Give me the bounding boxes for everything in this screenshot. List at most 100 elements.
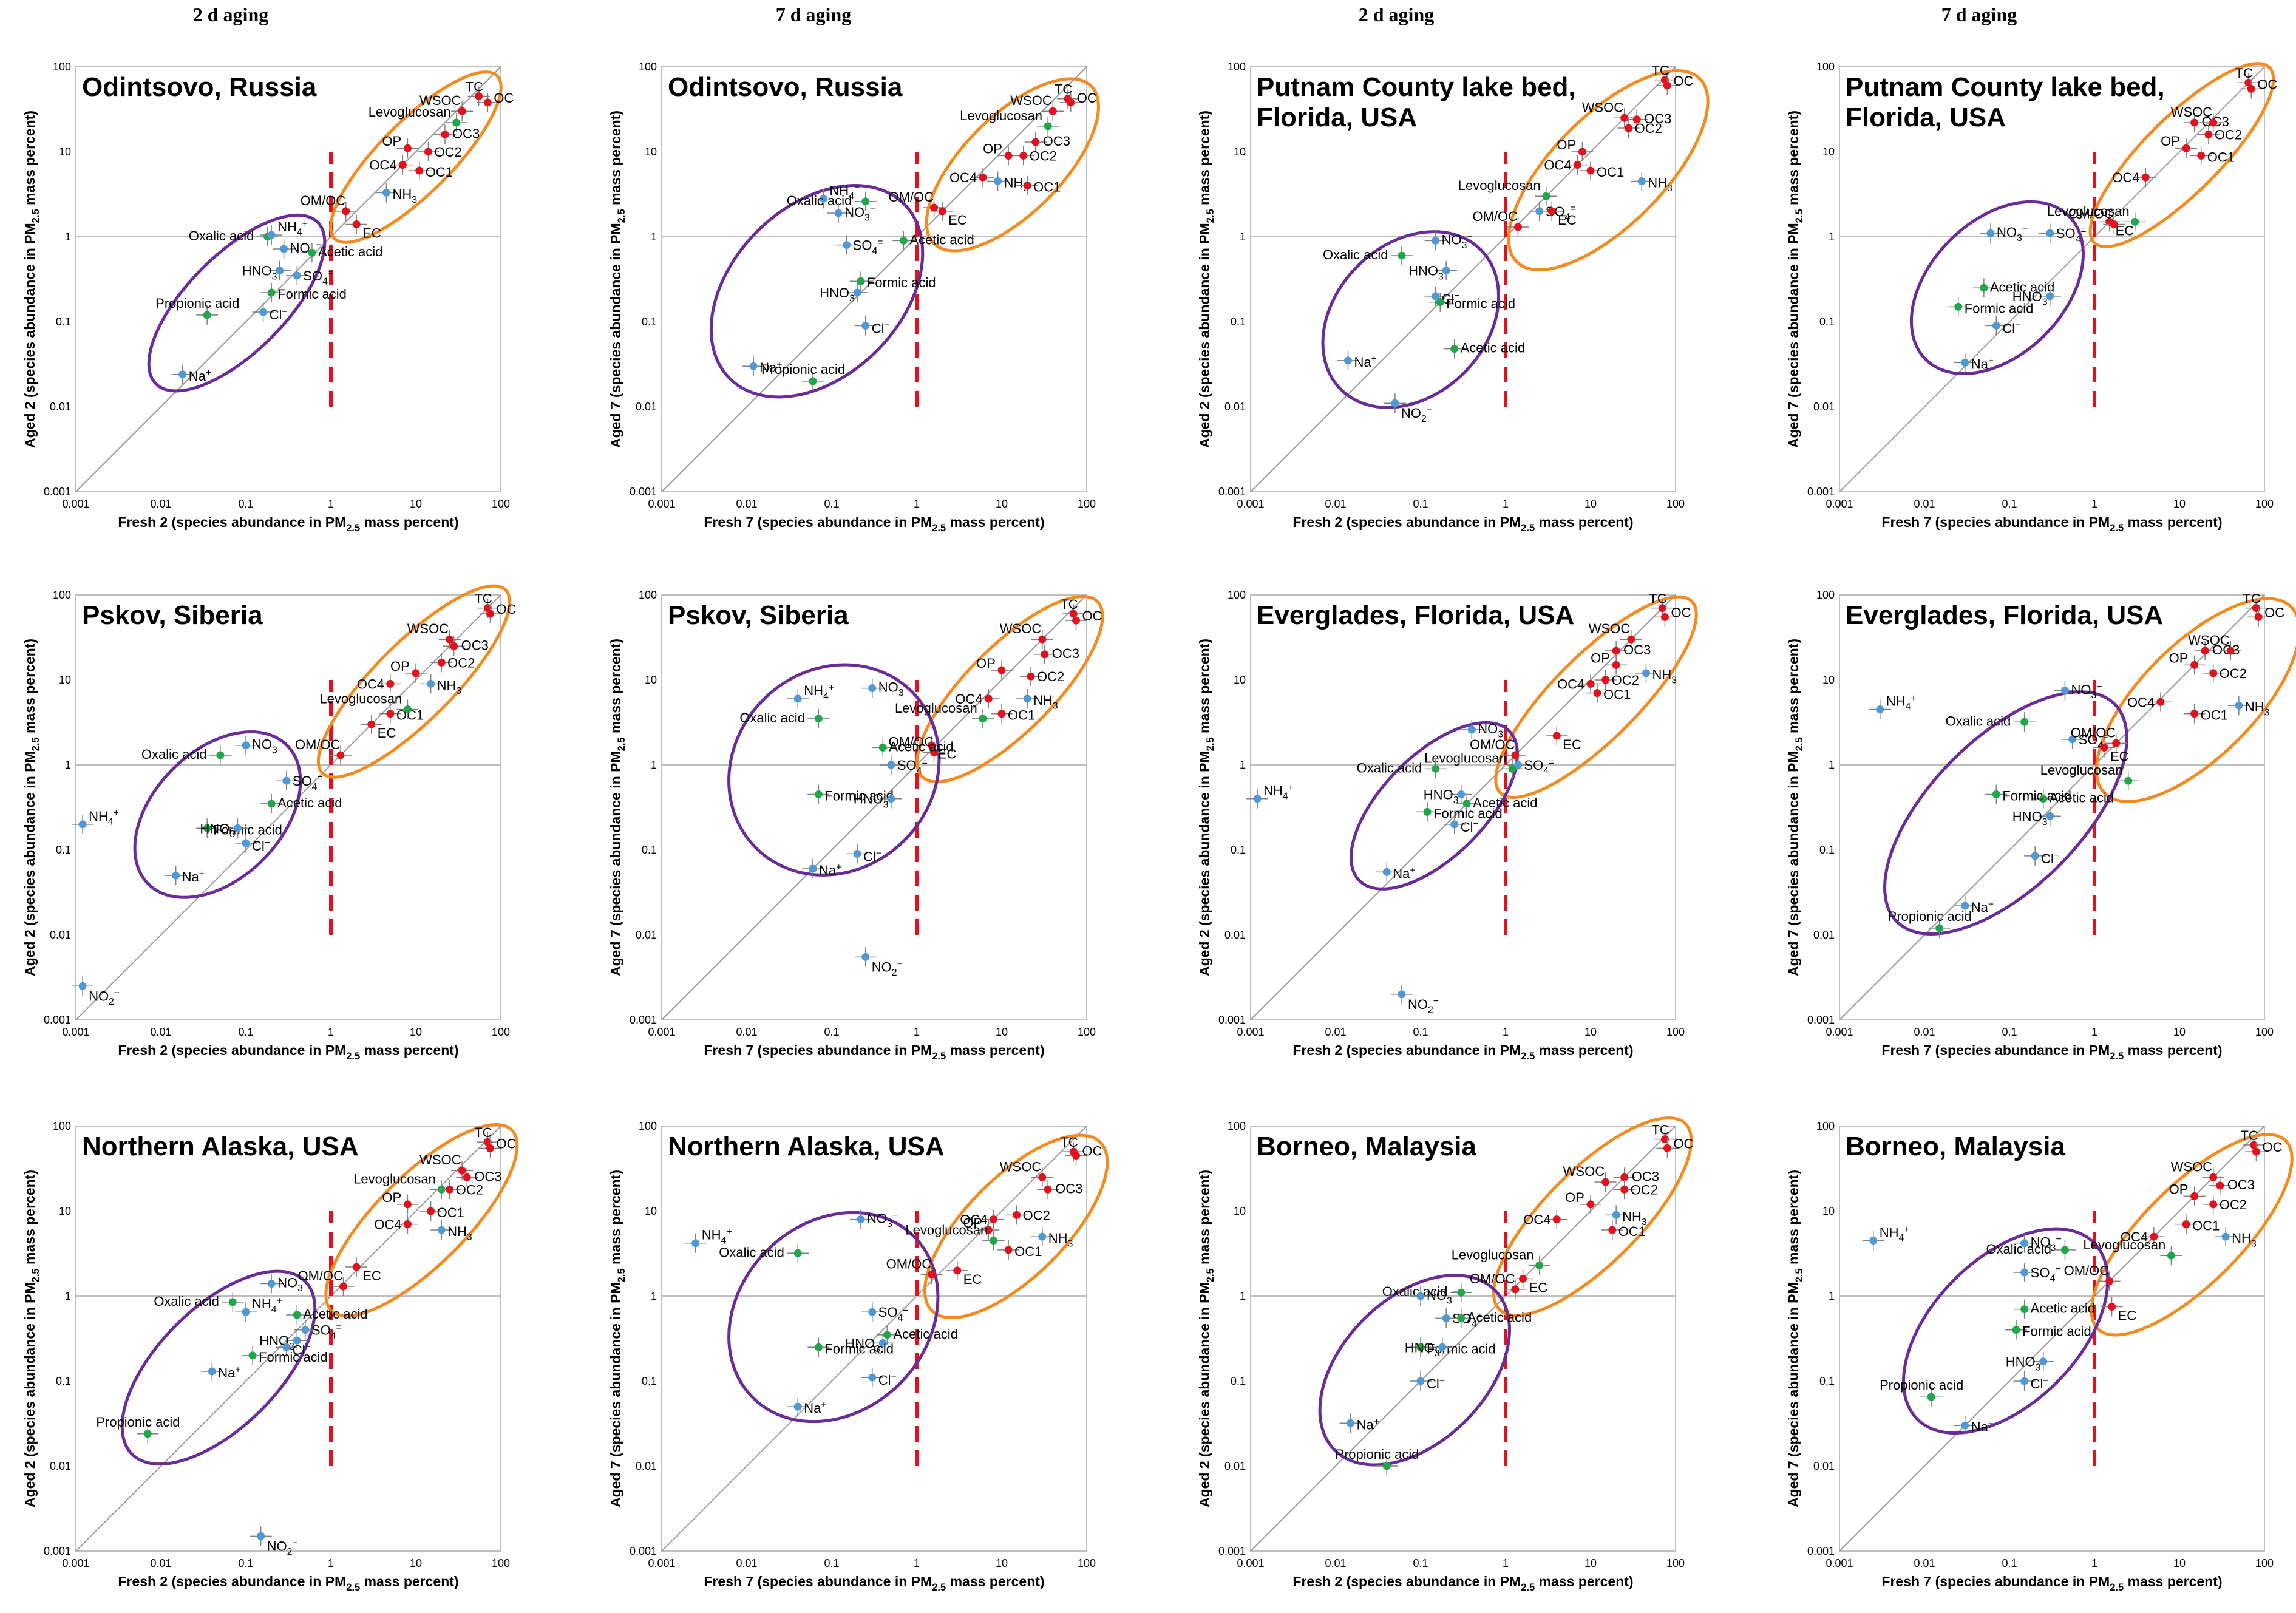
data-point: OC2 xyxy=(1594,670,1639,690)
chart-title: Putnam County lake bed, xyxy=(1846,72,2165,102)
x-tick-label: 100 xyxy=(2255,1557,2274,1569)
point-marker xyxy=(267,800,276,808)
data-point: Formic acid xyxy=(2005,1320,2091,1340)
point-marker xyxy=(1038,1173,1047,1181)
data-point: OM/OC xyxy=(1470,1271,1526,1299)
point-label: OP xyxy=(2161,134,2180,149)
data-point: NO2− xyxy=(72,976,120,1007)
point-marker xyxy=(1253,795,1262,803)
point-marker xyxy=(483,98,492,107)
data-point: Na+ xyxy=(1339,1413,1379,1433)
point-marker xyxy=(1432,764,1440,773)
data-point: OP xyxy=(1565,1190,1601,1214)
x-tick-label: 0.1 xyxy=(238,1026,253,1038)
data-point: Oxalic acid xyxy=(719,1243,809,1263)
point-label: OC xyxy=(2264,605,2284,620)
point-marker xyxy=(1023,694,1031,703)
inorganic-cluster-ellipse xyxy=(709,184,925,399)
data-point: OC2 xyxy=(2202,663,2247,683)
point-marker xyxy=(1658,604,1666,613)
data-point: OC3 xyxy=(2209,1175,2255,1195)
y-tick-label: 0.01 xyxy=(1224,1460,1246,1472)
data-point: NH3 xyxy=(419,674,462,696)
point-marker xyxy=(2235,701,2243,710)
point-marker xyxy=(1442,267,1450,275)
point-marker xyxy=(1382,868,1391,876)
data-point: OM/OC xyxy=(889,189,945,218)
point-label: WSOC xyxy=(2171,104,2213,120)
y-tick-label: 0.01 xyxy=(1224,929,1246,941)
plot-frame xyxy=(75,594,501,1020)
point-marker xyxy=(452,118,461,127)
point-marker xyxy=(1462,800,1471,808)
y-tick-label: 10 xyxy=(645,1205,657,1217)
data-point: NH3 xyxy=(1635,663,1677,686)
x-tick-label: 0.01 xyxy=(736,498,757,510)
data-point: NO2− xyxy=(1390,984,1439,1015)
point-marker xyxy=(691,1239,700,1248)
x-tick-label: 100 xyxy=(1078,1557,1096,1569)
data-point: NH4+ xyxy=(787,682,834,709)
data-point: OC3 xyxy=(1613,1167,1659,1187)
x-tick-label: 0.1 xyxy=(824,498,839,510)
point-label: Formic acid xyxy=(867,275,936,290)
y-tick-label: 0.1 xyxy=(1231,844,1246,856)
point-marker xyxy=(280,245,288,253)
data-point: Na+ xyxy=(801,859,841,879)
point-label: Levoglucosan xyxy=(2047,203,2130,219)
point-label: OC2 xyxy=(2215,127,2242,142)
point-label: Levoglucosan xyxy=(353,1171,436,1186)
x-tick-label: 100 xyxy=(1666,1557,1685,1569)
chart-title: Borneo, Malaysia xyxy=(1846,1132,2065,1161)
point-label: OP xyxy=(1591,650,1610,665)
point-label: OC3 xyxy=(1052,646,1079,661)
point-label: SO4= xyxy=(897,757,928,776)
point-label: Na+ xyxy=(1357,1417,1379,1433)
point-label: Cl− xyxy=(2041,851,2059,866)
point-marker xyxy=(1347,1419,1355,1427)
x-tick-label: 0.1 xyxy=(1413,1557,1428,1569)
point-marker xyxy=(2182,144,2190,152)
point-marker xyxy=(1601,1178,1610,1186)
x-tick-label: 100 xyxy=(492,1557,510,1569)
data-point: NO3− xyxy=(2013,1233,2062,1253)
point-label: NH3 xyxy=(437,677,462,696)
point-label: HNO3 xyxy=(1424,787,1459,806)
point-marker xyxy=(984,1226,993,1234)
data-point: Formic acid xyxy=(196,818,282,838)
data-point: NO2− xyxy=(854,947,903,978)
x-tick-label: 10 xyxy=(1584,1557,1597,1569)
y-tick-label: 0.01 xyxy=(50,1460,71,1472)
chart-title: Everglades, Florida, USA xyxy=(1257,600,1574,630)
data-point: OC2 xyxy=(417,142,462,161)
point-label: NO3− xyxy=(867,1211,898,1229)
y-axis-label: Aged 2 (species abundance in PM2.5 mass … xyxy=(1197,639,1216,976)
point-label: WSOC xyxy=(1582,100,1624,115)
point-marker xyxy=(834,209,843,217)
point-label: OC4 xyxy=(369,158,396,173)
data-point: OC xyxy=(2247,605,2284,627)
data-point: Cl− xyxy=(275,1337,311,1357)
point-label: NO3− xyxy=(1478,721,1509,739)
point-marker xyxy=(953,1266,962,1275)
x-axis-label: Fresh 7 (species abundance in PM2.5 mass… xyxy=(704,1042,1044,1062)
point-marker xyxy=(861,197,870,206)
y-tick-label: 10 xyxy=(645,146,657,158)
point-label: OM/OC xyxy=(2068,206,2114,222)
data-point: EC xyxy=(345,1257,381,1283)
point-label: OC2 xyxy=(434,144,461,160)
point-label: OC xyxy=(497,602,517,617)
x-tick-label: 0.001 xyxy=(1237,1557,1264,1569)
data-point: OC4 xyxy=(960,1209,1005,1229)
point-label: NH3 xyxy=(1652,667,1677,686)
point-label: OC3 xyxy=(1623,642,1651,657)
point-marker xyxy=(793,694,802,703)
point-marker xyxy=(486,1144,495,1152)
point-label: Cl− xyxy=(863,849,881,864)
point-label: OC2 xyxy=(2220,666,2247,681)
point-label: Acetic acid xyxy=(2031,1301,2095,1316)
one-to-one-line xyxy=(1839,66,2265,492)
point-label: Levoglucosan xyxy=(895,701,977,716)
point-label: HNO3 xyxy=(2012,289,2048,308)
